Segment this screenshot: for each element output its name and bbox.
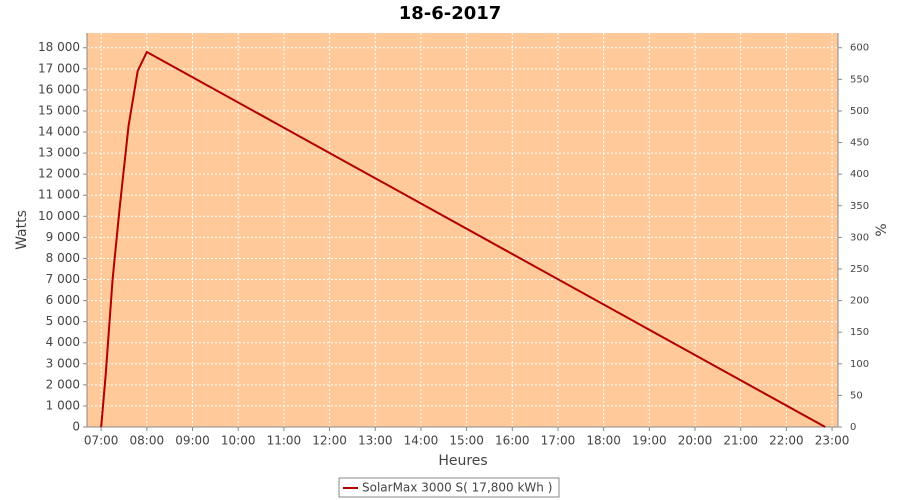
legend-box [338,477,560,498]
x-tick-label: 12:00 [312,434,347,448]
y-tick-label: 1 000 [46,398,80,412]
y2-tick-label: 0 [850,422,856,433]
x-tick-label: 08:00 [130,434,165,448]
y-tick-label: 10 000 [38,209,80,223]
x-tick-label: 07:00 [84,434,119,448]
y-tick-label: 8 000 [46,251,80,265]
chart-title: 18-6-2017 [399,3,502,24]
y-tick-label: 6 000 [46,293,80,307]
y-tick-label: 18 000 [38,40,80,54]
y-tick-label: 9 000 [46,230,80,244]
x-tick-label: 22:00 [769,434,804,448]
y-tick-label: 14 000 [38,125,80,139]
y2-tick-label: 450 [850,138,869,149]
x-tick-label: 20:00 [678,434,713,448]
y2-tick-label: 500 [850,106,869,117]
y2-tick-label: 550 [850,74,869,85]
y-tick-label: 3 000 [46,356,80,370]
y-tick-label: 5 000 [46,314,80,328]
y2-tick-label: 200 [850,296,869,307]
x-tick-label: 11:00 [267,434,302,448]
y-tick-label: 17 000 [38,61,80,75]
x-tick-label: 10:00 [221,434,256,448]
legend-label: SolarMax 3000 S( 17,800 kWh ) [362,481,552,495]
y2-tick-label: 150 [850,327,869,338]
y2-tick-label: 50 [850,390,863,401]
y-tick-label: 4 000 [46,335,80,349]
legend: SolarMax 3000 S( 17,800 kWh ) [338,477,560,498]
x-tick-label: 15:00 [449,434,484,448]
y-tick-label: 16 000 [38,82,80,96]
x-tick-label: 17:00 [541,434,576,448]
x-axis-label: Heures [438,453,487,469]
x-tick-label: 13:00 [358,434,393,448]
x-tick-label: 16:00 [495,434,530,448]
y2-tick-label: 300 [850,232,869,243]
y-tick-label: 7 000 [46,272,80,286]
y2-tick-label: 400 [850,169,869,180]
y-tick-label: 15 000 [38,103,80,117]
y-tick-label: 13 000 [38,146,80,160]
y2-tick-label: 350 [850,201,869,212]
y-tick-label: 0 [72,420,80,434]
x-tick-label: 19:00 [632,434,667,448]
y-axis-label: Watts [14,210,30,250]
y2-tick-label: 100 [850,359,869,370]
x-tick-label: 14:00 [404,434,439,448]
y-tick-label: 2 000 [46,377,80,391]
x-tick-label: 21:00 [723,434,758,448]
y-tick-label: 11 000 [38,188,80,202]
y2-axis-label: % [874,223,890,236]
y2-tick-label: 250 [850,264,869,275]
plot-area [87,33,838,427]
line [100,50,826,428]
x-tick-label: 23:00 [815,434,850,448]
y-tick-label: 12 000 [38,167,80,181]
x-tick-label: 18:00 [586,434,621,448]
x-tick-label: 09:00 [175,434,210,448]
y2-tick-label: 600 [850,43,869,54]
